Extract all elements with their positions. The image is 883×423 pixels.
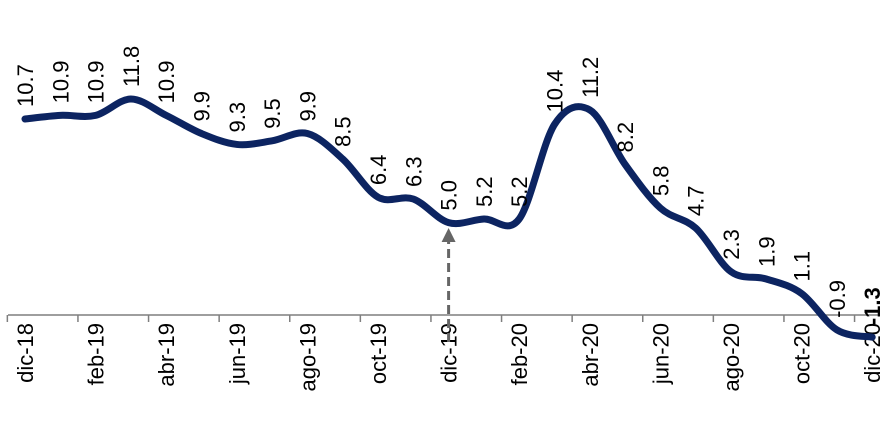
data-labels: 10.7 10.9 10.9 11.8 10.9 9.9 9.3 9.5 9.9 8.5 6.4 6.… — [13, 46, 883, 325]
arrow-head — [441, 228, 456, 242]
data-label: 11.8 — [119, 46, 144, 87]
x-tick-label: dic-20 — [860, 323, 883, 383]
x-tick-label: oct-19 — [366, 323, 391, 384]
x-tick-label: jun-20 — [648, 323, 673, 385]
data-label: 9.5 — [260, 98, 285, 129]
x-tick-label: abr-20 — [578, 323, 603, 387]
data-label: 8.5 — [331, 116, 356, 147]
data-label: 1.9 — [754, 236, 779, 267]
data-label: 10.9 — [84, 61, 109, 104]
data-label: 10.4 — [543, 70, 568, 113]
data-label: 11.2 — [578, 57, 603, 98]
dic-19-arrow-annotation — [441, 228, 456, 342]
x-tick-label: feb-19 — [84, 323, 109, 385]
x-tick-label: dic-19 — [437, 323, 462, 383]
data-label: 2.3 — [719, 229, 744, 260]
data-label: 9.3 — [225, 102, 250, 133]
x-tick-label: jun-19 — [225, 323, 250, 385]
data-label: 5.8 — [648, 165, 673, 196]
data-label: 8.2 — [613, 122, 638, 153]
data-label: 4.7 — [684, 185, 709, 216]
data-label: 5.0 — [437, 180, 462, 211]
data-label: 6.4 — [366, 155, 391, 186]
x-tick-label: dic-18 — [13, 323, 38, 383]
data-label: 10.9 — [154, 61, 179, 104]
x-tick-label: ago-20 — [719, 323, 744, 392]
data-label: 10.7 — [13, 64, 38, 107]
data-label: 5.2 — [507, 176, 532, 207]
data-label: 5.2 — [472, 176, 497, 207]
data-label: -0.9 — [825, 280, 850, 318]
data-label: 6.3 — [401, 156, 426, 187]
data-label: 10.9 — [48, 61, 73, 104]
data-label: -1.3 — [860, 287, 883, 325]
data-label: 9.9 — [295, 91, 320, 122]
data-label: 9.9 — [190, 91, 215, 122]
x-axis-ticks — [6, 315, 856, 322]
x-tick-label: abr-19 — [154, 323, 179, 387]
x-tick-label: oct-20 — [790, 323, 815, 384]
x-tick-label: feb-20 — [507, 323, 532, 385]
x-tick-label: ago-19 — [295, 323, 320, 392]
data-label: 1.1 — [790, 251, 815, 282]
series-line — [21, 95, 876, 341]
